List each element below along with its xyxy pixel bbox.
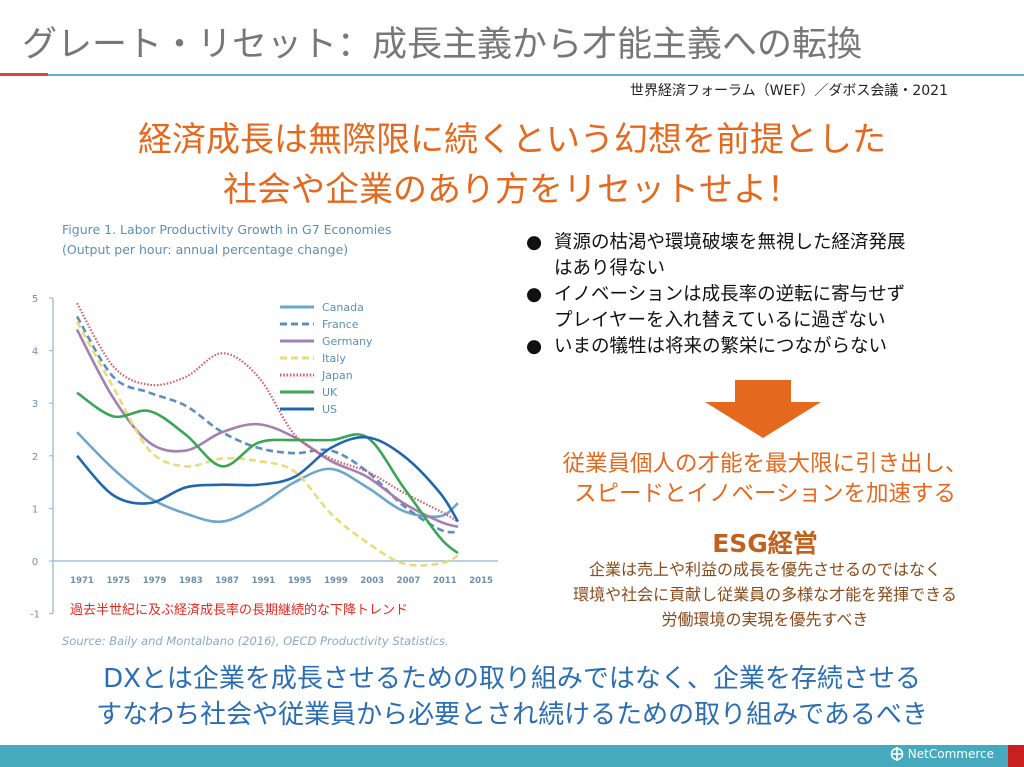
legend-label: Canada [322,301,364,314]
x-tick-label: 1979 [143,576,167,586]
headline-line-1: 経済成長は無際限に続くという幻想を前提とした [138,120,886,160]
headline-line-2: 社会や企業のあり方をリセットせよ！ [223,170,801,210]
legend-label: Italy [322,352,346,365]
x-tick-label: 2015 [469,576,493,586]
bullet-list: ● 資源の枯渇や環境破壊を無視した経済発展 はあり得ない ● イノベーションは成長率の… [526,230,1006,360]
x-tick-label: 1975 [106,576,130,586]
y-tick-label: 0 [32,557,38,568]
bullet-text: イノベーションは成長率の逆転に寄与せず プレイヤーを入れ替えているに過ぎない [554,282,905,334]
productivity-chart: Figure 1. Labor Productivity Growth in G… [30,222,498,648]
company-logo: NetCommerce [890,747,994,761]
y-tick-label: 2 [32,452,38,463]
bottom-message-line-2: すなわち社会や従業員から必要とされ続けるための取り組みであるべき [96,700,928,730]
y-tick-label: 5 [32,294,38,305]
bullet-item: ● イノベーションは成長率の逆転に寄与せず プレイヤーを入れ替えているに過ぎない [526,282,1006,334]
series-line-uk [76,391,459,555]
bullet-line: イノベーションは成長率の逆転に寄与せず [554,284,906,305]
bullet-text: いまの犠牲は将来の繁栄につながらない [554,336,888,357]
x-tick-label: 2003 [360,576,384,586]
bullet-icon: ● [526,336,543,357]
x-tick-label: 1983 [179,576,203,586]
series-line-france [75,315,459,534]
x-tick-label: 1971 [70,576,94,586]
series-line-italy [75,321,459,567]
bullet-item: ● いまの犠牲は将来の繁栄につながらない [526,334,1006,360]
chart-title: Figure 1. Labor Productivity Growth in G… [62,222,391,237]
slide-title: グレート・リセット：成長主義から才能主義への転換 [22,25,863,65]
bullet-line: 資源の枯渇や環境破壊を無視した経済発展 [554,232,906,253]
bullet-text: 資源の枯渇や環境破壊を無視した経済発展 はあり得ない [554,230,906,282]
x-tick-label: 1991 [252,576,276,586]
esg-title: ESG経営 [712,529,818,558]
legend-label: UK [322,386,338,399]
footer-bar [0,745,1008,767]
legend-label: France [322,318,359,331]
bullet-icon: ● [526,232,543,253]
esg-line: 労働環境の実現を優先すべき [661,610,869,629]
bullet-line: プレイヤーを入れ替えているに過ぎない [554,310,886,331]
series-line-japan [76,302,459,523]
y-tick-label: 3 [32,399,38,410]
slide-subtitle: 世界経済フォーラム（WEF）／ダボス会議・2021 [630,83,948,99]
chart-annotation: 過去半世紀に及ぶ経済成長率の長期継続的な下降トレンド [70,602,408,618]
chart-subtitle: (Output per hour: annual percentage chan… [62,242,348,257]
series-line-canada [76,431,459,524]
bottom-message-line-1: DXとは企業を成長させるための取り組みではなく、企業を存続させる [103,664,921,694]
x-tick-label: 1995 [288,576,312,586]
title-rule [48,74,1024,76]
bullet-item: ● 資源の枯渇や環境破壊を無視した経済発展 はあり得ない [526,230,1006,282]
down-arrow-icon [705,380,821,438]
series-line-germany [75,328,459,529]
title-rule-accent [0,73,48,76]
footer-accent [1008,745,1024,767]
x-tick-label: 1987 [215,576,239,586]
conclusion-line-2: スピードとイノベーションを加速する [573,481,957,507]
legend-label: Germany [322,335,373,348]
legend-label: Japan [321,369,353,382]
bullet-icon: ● [526,284,543,305]
esg-line: 企業は売上や利益の成長を優先させるのではなく [588,560,941,579]
bullet-line: はあり得ない [554,258,666,279]
series-line-us [76,435,460,523]
x-tick-label: 2007 [397,576,421,586]
conclusion-line-1: 従業員個人の才能を最大限に引き出し、 [562,451,968,477]
y-tick-label: -1 [30,610,40,621]
x-tick-label: 2011 [433,576,457,586]
logo-icon [890,747,904,761]
y-tick-label: 4 [32,347,38,358]
esg-line: 環境や社会に貢献し従業員の多様な才能を発揮できる [573,585,957,604]
chart-source: Source: Baily and Montalbano (2016), OEC… [62,634,449,648]
x-tick-label: 1999 [324,576,348,586]
legend-label: US [322,403,337,416]
logo-text: NetCommerce [907,747,994,761]
y-tick-label: 1 [32,504,38,515]
